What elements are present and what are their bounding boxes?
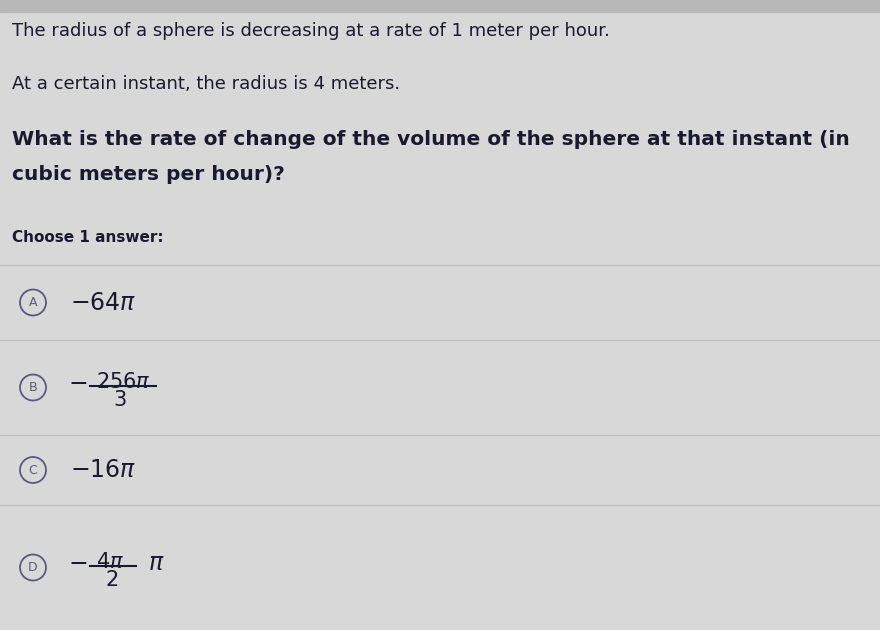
Text: D: D (28, 561, 38, 574)
Text: B: B (29, 381, 37, 394)
Text: Choose 1 answer:: Choose 1 answer: (12, 230, 164, 245)
Text: $-$: $-$ (68, 370, 87, 394)
Text: A: A (29, 296, 37, 309)
Text: $2$: $2$ (106, 571, 119, 590)
Text: What is the rate of change of the volume of the sphere at that instant (in: What is the rate of change of the volume… (12, 130, 850, 149)
Text: $-64\pi$: $-64\pi$ (70, 290, 136, 314)
Text: C: C (29, 464, 37, 476)
Text: $\pi$: $\pi$ (148, 551, 165, 575)
Text: $256\pi$: $256\pi$ (96, 372, 150, 391)
Text: At a certain instant, the radius is 4 meters.: At a certain instant, the radius is 4 me… (12, 75, 400, 93)
Bar (0, 0, 880, 12)
Text: $3$: $3$ (114, 391, 127, 411)
Text: $4\pi$: $4\pi$ (96, 551, 124, 571)
Text: cubic meters per hour)?: cubic meters per hour)? (12, 165, 285, 184)
Text: $-$: $-$ (68, 551, 87, 575)
Text: $-16\pi$: $-16\pi$ (70, 458, 136, 482)
Text: The radius of a sphere is decreasing at a rate of 1 meter per hour.: The radius of a sphere is decreasing at … (12, 22, 610, 40)
